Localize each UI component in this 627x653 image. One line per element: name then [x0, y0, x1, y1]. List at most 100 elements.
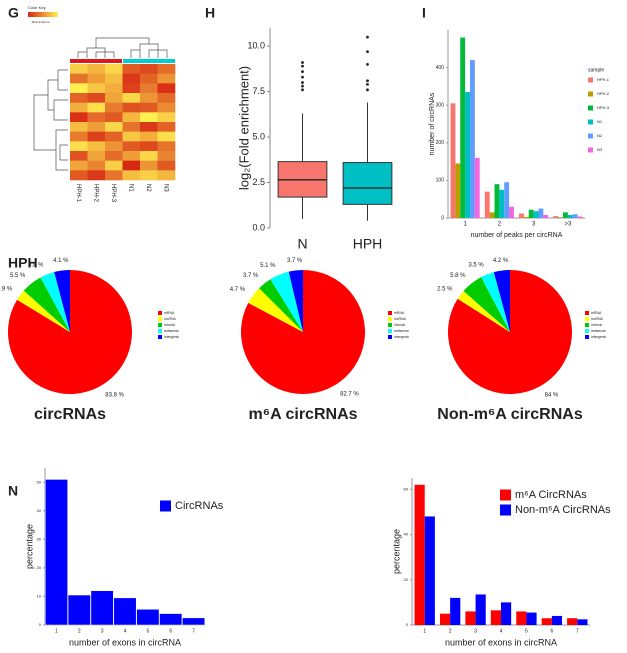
x-tick-label: 1: [423, 628, 426, 634]
outlier: [301, 88, 304, 92]
column-label: N3: [163, 184, 169, 192]
pie-title: m⁶A circRNAs: [248, 406, 357, 423]
y-tick-label: 10.0: [247, 41, 265, 51]
y-tick-label: 20: [37, 565, 42, 570]
y-tick-label: 2.5: [252, 177, 265, 187]
bar: [538, 208, 544, 218]
y-tick-label: 40: [404, 532, 409, 537]
heatmap-cell: [70, 151, 88, 161]
heatmap-cell: [140, 93, 158, 103]
legend-label: N3: [597, 147, 603, 152]
bar: [44, 479, 68, 626]
bar: [450, 597, 461, 625]
slice-label: 5.1 %: [260, 263, 276, 269]
heatmap-cell: [70, 112, 88, 123]
legend-swatch: [388, 311, 392, 315]
x-tick-label: N: [297, 236, 307, 252]
y-tick-label: 10: [37, 594, 42, 599]
legend-swatch: [158, 323, 162, 327]
legend-label: HPH-3: [597, 105, 610, 110]
legend-label: intronic: [591, 323, 603, 327]
bar: [484, 191, 490, 218]
slice-label: 3.8 %: [28, 263, 44, 269]
bar: [567, 214, 573, 218]
heatmap-cell: [105, 160, 123, 171]
slice-label: 5.8 %: [450, 273, 466, 279]
heatmap-cell: [122, 102, 141, 113]
bar: [499, 189, 505, 218]
pie-slice: [23, 277, 70, 332]
outlier: [366, 50, 369, 54]
heatmap-cell: [122, 64, 141, 74]
bar: [490, 610, 501, 625]
slice-label: 2.9 %: [0, 287, 13, 293]
slice-label: 3.7 %: [243, 273, 259, 279]
x-tick-label: 2: [78, 628, 81, 634]
y-tick-label: 200: [436, 140, 445, 146]
heatmap-cell: [105, 64, 123, 74]
heatmap-cell: [87, 93, 106, 103]
heatmap-cell: [157, 170, 176, 181]
legend-swatch: [585, 311, 589, 315]
bar: [475, 594, 486, 625]
slice-label: 3.7 %: [287, 258, 303, 264]
bar: [450, 103, 456, 218]
column-label: HPH-1: [75, 184, 81, 203]
y-axis-label: log₂(Fold enrichment): [236, 66, 251, 190]
pie-slice: [259, 279, 303, 332]
bar: [519, 213, 524, 218]
y-tick-label: 0.0: [252, 222, 265, 232]
heatmap-cell: [70, 83, 88, 94]
heatmap-cell: [157, 102, 176, 113]
bar: [159, 613, 183, 626]
heatmap-cell: [105, 122, 123, 132]
bar: [528, 209, 534, 218]
bar: [489, 212, 495, 218]
x-tick-label: 2: [449, 628, 452, 634]
outlier: [301, 70, 304, 74]
heatmap-cell: [70, 131, 88, 142]
y-tick-label: 7.5: [252, 86, 265, 96]
heatmap-cell: [157, 83, 176, 94]
heatmap-cell: [87, 112, 106, 123]
bar: [494, 184, 500, 218]
heatmap-cell: [157, 122, 176, 132]
legend-label: CircRNAs: [175, 500, 224, 512]
heatmap-cell: [157, 131, 176, 142]
legend-swatch: [158, 335, 162, 339]
x-tick-label: 3: [101, 628, 104, 634]
y-tick-label: 20: [404, 577, 409, 582]
bar: [465, 92, 470, 218]
x-tick-label: 2: [498, 222, 502, 228]
pie-slice: [457, 290, 510, 332]
outlier: [301, 75, 304, 79]
bar: [136, 609, 160, 626]
bar: [553, 216, 559, 218]
box: [342, 162, 393, 205]
group-bar: [123, 59, 175, 63]
heatmap-cell: [105, 170, 123, 181]
slice-label: 3.5 %: [468, 263, 484, 269]
panel-label: N: [8, 483, 18, 499]
bar: [543, 214, 549, 218]
y-tick-label: 400: [436, 65, 445, 71]
slice-label: 4.2 %: [493, 258, 509, 264]
y-axis-label: percentage: [24, 524, 34, 569]
heatmap-cell: [70, 122, 88, 132]
heatmap-cell: [105, 151, 123, 161]
heatmap-cell: [157, 151, 176, 161]
legend-label: lncRNA: [394, 317, 407, 321]
legend-swatch: [588, 77, 593, 83]
legend-swatch: [500, 489, 511, 501]
legend-swatch: [388, 335, 392, 339]
x-tick-label: 4: [500, 628, 503, 634]
y-axis-label: number of circRNAs: [429, 92, 436, 155]
bar: [501, 602, 512, 625]
legend-swatch: [585, 329, 589, 333]
y-tick-label: 300: [436, 103, 445, 109]
pie-title: Non-m⁶A circRNAs: [437, 406, 583, 423]
bar: [558, 217, 564, 218]
legend-swatch: [585, 317, 589, 321]
legend-swatch: [585, 335, 589, 339]
pie-slice: [493, 270, 510, 332]
